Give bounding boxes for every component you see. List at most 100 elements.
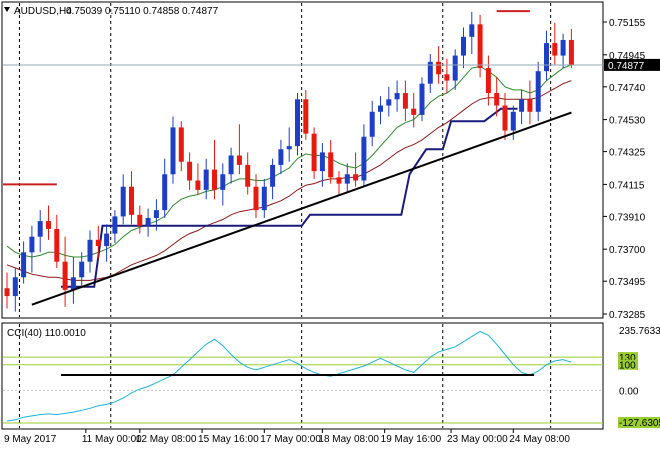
time-tick-label-0: 9 May 2017 — [4, 434, 57, 445]
candle-body-14 — [120, 186, 126, 217]
candle-body-40 — [336, 177, 342, 184]
candle-body-18 — [153, 210, 159, 218]
ma-slow-line — [6, 80, 572, 281]
candle-body-9 — [79, 261, 85, 278]
header-ohlc: 0.75039 0.75110 0.74858 0.74877 — [66, 6, 219, 17]
cci-label-bg-2 — [618, 359, 638, 370]
candle-body-24 — [203, 169, 209, 190]
time-tick-label-5: 18 May 08:00 — [318, 434, 379, 445]
day-separators — [18, 3, 552, 428]
time-tick-label-2: 12 May 08:00 — [136, 434, 197, 445]
candle-body-23 — [195, 180, 201, 190]
candle-body-61 — [510, 111, 516, 131]
time-tick-label-6: 19 May 16:00 — [381, 434, 442, 445]
candle-body-21 — [178, 127, 184, 162]
candle-body-56 — [469, 24, 475, 37]
last-price-tag-text: 0.74877 — [608, 61, 645, 72]
candle-body-7 — [62, 261, 68, 290]
price-tick-label-9: 0.73285 — [609, 310, 646, 321]
price-tick-label-0: 0.75155 — [609, 18, 646, 29]
candle-body-29 — [245, 164, 251, 187]
header-symbol: AUDUSD,H4 — [14, 6, 72, 17]
time-tick-label-7: 23 May 00:00 — [447, 434, 508, 445]
candle-body-57 — [477, 24, 483, 69]
price-axis: 0.75155 0.74945 0.74740 0.74530 0.74325 0.741… — [603, 18, 646, 321]
candle-body-53 — [444, 74, 450, 81]
cci-plot-frame — [1, 322, 604, 430]
cci-axis-label-2: 100 — [619, 361, 636, 372]
candle-body-63 — [527, 99, 533, 112]
cci-label-bg-4 — [618, 417, 660, 428]
candle-body-44 — [369, 111, 375, 137]
candle-body-58 — [485, 68, 491, 94]
price-tick-label-2: 0.74740 — [609, 83, 646, 94]
candle-body-35 — [295, 99, 300, 147]
candle-body-8 — [70, 277, 76, 290]
candle-body-11 — [95, 239, 101, 247]
candle-body-39 — [328, 152, 334, 178]
price-tick-label-4: 0.74325 — [609, 148, 646, 159]
time-tick-label-4: 17 May 00:00 — [260, 434, 321, 445]
candle-body-10 — [87, 239, 93, 262]
candle-body-41 — [344, 174, 350, 184]
candle-body-42 — [353, 174, 359, 181]
cci-axis-label-3: 0.00 — [619, 386, 639, 397]
candle-body-32 — [270, 164, 276, 187]
candle-body-19 — [162, 174, 168, 211]
candle-body-37 — [311, 133, 317, 172]
level-line — [61, 107, 518, 288]
candle-body-66 — [552, 43, 558, 56]
price-tick-label-3: 0.74530 — [609, 116, 646, 127]
cci-axis-label-1: 130 — [619, 353, 636, 364]
candle-body-1 — [12, 277, 18, 297]
level-path — [61, 107, 518, 288]
candle-body-49 — [411, 108, 417, 115]
time-tick-label-1: 11 May 00:00 — [82, 434, 142, 445]
time-tick-label-3: 15 May 16:00 — [198, 434, 259, 445]
candle-body-54 — [452, 55, 458, 81]
time-tick-label-8: 24 May 08:00 — [509, 434, 570, 445]
candle-body-0 — [4, 288, 10, 297]
price-tick-label-5: 0.74115 — [609, 180, 645, 191]
header-arrow-icon — [4, 7, 10, 12]
candle-body-27 — [228, 155, 234, 175]
candle-body-59 — [494, 93, 500, 106]
candle-body-62 — [519, 99, 525, 112]
price-tick-label-1: 0.74945 — [609, 51, 646, 62]
candle-body-30 — [253, 186, 259, 211]
candle-body-51 — [427, 61, 433, 84]
cci-axis-label-0: 235.7633 — [619, 326, 660, 337]
resistance-lines — [3, 10, 530, 186]
cci-label-bg-1 — [618, 352, 638, 363]
ma-slow-path — [6, 80, 572, 281]
ma-fast-path — [6, 64, 572, 258]
candle-body-26 — [220, 174, 226, 190]
candle-body-64 — [535, 71, 541, 112]
candle-body-25 — [212, 169, 217, 190]
candle-body-48 — [402, 93, 408, 109]
candle-body-34 — [286, 146, 292, 150]
candle-body-16 — [137, 214, 143, 226]
candle-body-28 — [236, 155, 242, 165]
candle-body-5 — [46, 221, 51, 229]
candle-body-33 — [278, 149, 284, 165]
candle-body-4 — [37, 221, 43, 237]
candle-body-47 — [394, 93, 400, 100]
cci-header: CCI(40) 110.0010 — [7, 328, 86, 339]
main-plot-frame — [1, 1, 604, 319]
candle-body-50 — [419, 83, 425, 115]
candle-body-6 — [54, 228, 60, 262]
price-tick-label-8: 0.73495 — [609, 277, 646, 288]
candle-body-36 — [303, 99, 309, 134]
candles — [4, 11, 574, 312]
candle-body-13 — [112, 216, 118, 234]
candle-body-46 — [386, 99, 392, 106]
candle-body-67 — [560, 39, 566, 56]
price-tick-label-6: 0.73910 — [609, 212, 646, 223]
trendline — [31, 111, 572, 306]
candle-body-3 — [29, 236, 35, 253]
candle-body-15 — [129, 186, 134, 215]
